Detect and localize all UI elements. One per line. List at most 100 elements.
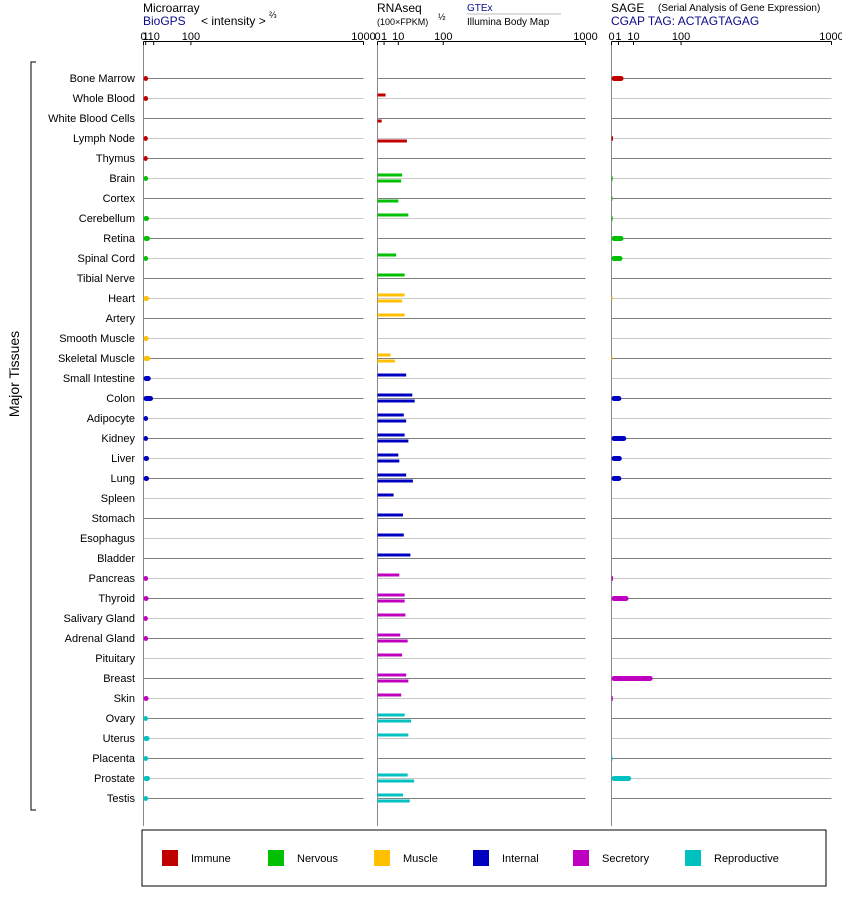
sage-bar — [611, 756, 613, 761]
microarray-bar — [143, 596, 149, 601]
gtex-bar — [377, 313, 405, 317]
microarray-bar — [143, 376, 151, 381]
tick-label: 10 — [148, 31, 160, 43]
tissue-label: Bone Marrow — [70, 73, 135, 85]
illumina-bar — [377, 599, 405, 603]
gtex-bar — [377, 253, 397, 257]
sage-bar — [611, 576, 614, 581]
gtex-bar — [377, 473, 407, 477]
gtex-bar — [377, 793, 403, 797]
sage-bar — [611, 776, 632, 781]
tissue-label: Lymph Node — [73, 133, 135, 145]
legend: Immune Nervous Muscle Internal Secretory Repr… — [141, 829, 827, 887]
gtex-bar — [377, 773, 408, 777]
microarray-bar — [143, 456, 150, 461]
tissue-label: Prostate — [94, 773, 135, 785]
tissue-label: Uterus — [103, 733, 136, 745]
tissue-label: Brain — [109, 173, 135, 185]
sage-bar — [611, 396, 622, 401]
microarray-bar — [143, 616, 148, 621]
sage-bar — [611, 136, 614, 141]
microarray-bar — [143, 76, 149, 81]
illumina-bar — [377, 299, 403, 303]
tissue-label: Cortex — [103, 193, 136, 205]
sage-bar — [611, 476, 622, 481]
illumina-bar — [377, 679, 409, 683]
legend-label-internal: Internal — [502, 853, 539, 865]
legend-swatch-internal — [473, 850, 489, 866]
microarray-bar — [143, 156, 148, 161]
microarray-header: Microarray BioGPS < intensity > ⅔ — [143, 1, 277, 28]
gridlines — [143, 78, 832, 799]
gtex-bar — [377, 273, 405, 277]
sage-header: SAGE (Serial Analysis of Gene Expression… — [611, 1, 820, 28]
rnaseq-unit: (100×FPKM) — [377, 17, 428, 27]
gtex-bar — [377, 553, 411, 557]
tissue-label: Bladder — [97, 553, 135, 565]
sage-title: SAGE — [611, 1, 644, 15]
gtex-bar — [377, 433, 405, 437]
legend-label-reproductive: Reproductive — [714, 853, 779, 865]
illumina-bar — [377, 419, 407, 423]
tissue-label: Thyroid — [98, 593, 135, 605]
legend-swatch-secretory — [573, 850, 589, 866]
gtex-bar — [377, 573, 400, 577]
illumina-bar — [377, 119, 382, 123]
sage-description: (Serial Analysis of Gene Expression) — [658, 3, 820, 14]
tissue-label: Ovary — [106, 713, 136, 725]
gtex-bar — [377, 493, 394, 497]
microarray-bar — [143, 736, 150, 741]
tick-label: 100 — [182, 31, 200, 43]
microarray-bar — [143, 296, 150, 301]
microarray-bar — [143, 136, 148, 141]
legend-box — [141, 829, 827, 887]
tissue-label: Small Intestine — [63, 373, 135, 385]
tissue-label: Placenta — [92, 753, 136, 765]
tick-label: 1 — [143, 31, 149, 43]
tissue-label: Colon — [106, 393, 135, 405]
tick-label: 1000 — [351, 31, 375, 43]
illumina-bar — [377, 439, 409, 443]
rnaseq-title: RNAseq — [377, 1, 422, 15]
gtex-bar — [377, 653, 403, 657]
legend-swatch-reproductive — [685, 850, 701, 866]
tissue-label: Artery — [106, 313, 136, 325]
tissue-label: Liver — [111, 453, 135, 465]
illumina-bar — [377, 399, 415, 403]
gtex-bar — [377, 93, 386, 97]
illumina-label: Illumina Body Map — [467, 17, 550, 28]
illumina-bar — [377, 459, 400, 463]
illumina-bar — [377, 639, 408, 643]
legend-label-nervous: Nervous — [297, 853, 338, 865]
legend-swatch-muscle — [374, 850, 390, 866]
microarray-title: Microarray — [143, 1, 200, 15]
gtex-label: GTEx — [467, 3, 493, 14]
gtex-bar — [377, 613, 406, 617]
sage-bar — [611, 176, 613, 181]
tissue-label: Lung — [111, 473, 135, 485]
microarray-exponent: ⅔ — [269, 10, 277, 20]
gtex-bar — [377, 713, 405, 717]
tissue-label: Testis — [107, 793, 136, 805]
gtex-bar — [377, 353, 391, 357]
tissue-label: Adipocyte — [87, 413, 135, 425]
tissue-label: Esophagus — [80, 533, 136, 545]
gtex-bar — [377, 533, 404, 537]
sage-bar — [611, 696, 613, 701]
gtex-bar — [377, 213, 409, 217]
sage-bar — [611, 356, 613, 361]
tissue-label: Breast — [103, 673, 135, 685]
illumina-bar — [377, 179, 402, 183]
sage-bar — [611, 76, 624, 81]
tissue-label: Adrenal Gland — [65, 633, 135, 645]
microarray-bar — [143, 436, 149, 441]
tissue-label: Pancreas — [89, 573, 136, 585]
microarray-bar — [143, 96, 149, 101]
tissue-label: Whole Blood — [73, 93, 135, 105]
tick-label: 100 — [672, 31, 690, 43]
tick-label: 1 — [381, 31, 387, 43]
sage-tag: CGAP TAG: ACTAGTAGAG — [611, 14, 759, 28]
illumina-bar — [377, 199, 399, 203]
legend-label-immune: Immune — [191, 853, 231, 865]
